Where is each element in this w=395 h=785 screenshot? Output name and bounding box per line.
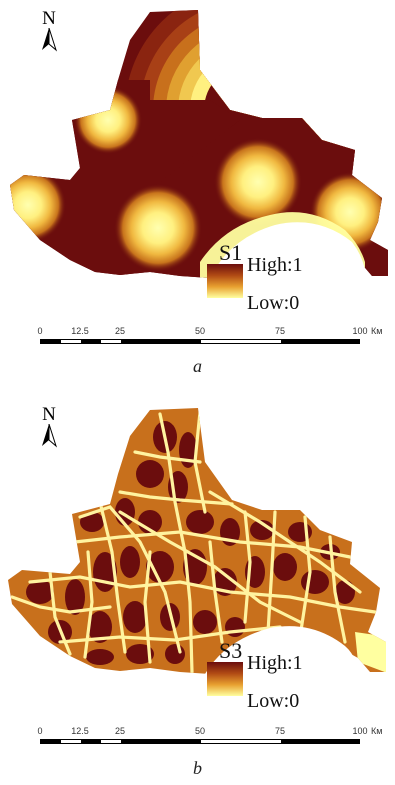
- suitability-map-s3: [8, 408, 386, 692]
- hotspot: [114, 184, 202, 272]
- legend-s1: S1 High:1 Low:0: [205, 240, 335, 330]
- hotspot: [10, 167, 66, 243]
- scale-bar-graphic: [40, 739, 360, 744]
- legend-low-label: Low:0: [247, 690, 300, 712]
- legend-s3: S3 High:1 Low:0: [205, 638, 335, 728]
- north-arrow: N: [38, 8, 60, 52]
- legend-title: S3: [219, 638, 243, 663]
- hotspot: [214, 138, 302, 226]
- scale-unit: Км: [371, 326, 383, 336]
- scale-bar-b: 0 12.5 25 50 75 100 Км: [37, 726, 382, 756]
- legend-title: S1: [219, 240, 243, 265]
- north-arrow-icon: [42, 424, 58, 448]
- scale-tick: 100: [352, 326, 368, 336]
- scale-tick: 100: [352, 726, 368, 736]
- scale-tick: 0: [37, 726, 43, 736]
- legend-color-ramp: [207, 662, 243, 696]
- north-label: N: [42, 404, 56, 425]
- scale-tick: 25: [114, 726, 126, 736]
- scale-unit: Км: [371, 726, 383, 736]
- north-label: N: [42, 8, 56, 29]
- panel-caption-a: a: [193, 356, 202, 376]
- scale-tick: 75: [274, 326, 286, 336]
- panel-caption-b: b: [193, 758, 202, 778]
- scale-tick: 0: [37, 326, 43, 336]
- scale-bar-graphic: [40, 339, 360, 344]
- north-arrow: N: [38, 404, 60, 448]
- legend-low-label: Low:0: [247, 292, 300, 314]
- legend-high-label: High:1: [247, 254, 303, 276]
- hotspot: [74, 86, 142, 154]
- suitability-map-s1: [10, 10, 388, 300]
- scale-tick: 50: [194, 726, 206, 736]
- road-network: [10, 410, 377, 674]
- map-panel-b: N S3 High:1 Low:0 0 12.5 25 50 75 100 Км…: [0, 392, 395, 785]
- scale-tick: 12.5: [71, 326, 89, 336]
- legend-color-ramp: [207, 264, 243, 298]
- legend-high-label: High:1: [247, 652, 303, 674]
- map-panel-a: N S1 High:1 Low:0 0 12.5 25 50 75 100 Км…: [0, 0, 395, 392]
- scale-tick: 75: [274, 726, 286, 736]
- scale-tick: 50: [194, 326, 206, 336]
- north-arrow-icon: [42, 28, 58, 52]
- scale-tick: 12.5: [71, 726, 89, 736]
- scale-tick: 25: [114, 326, 126, 336]
- scale-bar-a: 0 12.5 25 50 75 100 Км: [37, 326, 382, 356]
